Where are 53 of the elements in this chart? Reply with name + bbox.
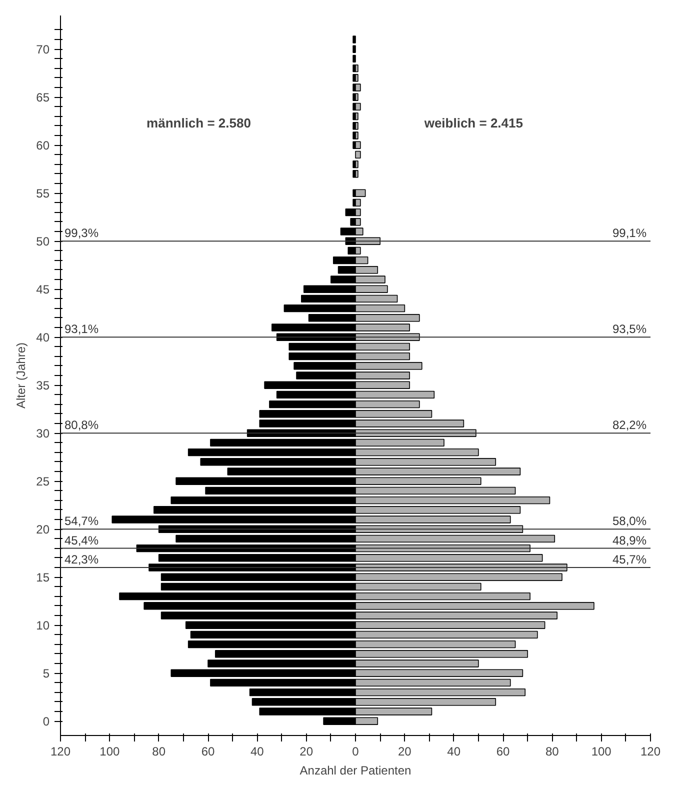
annotation: 82,2% [612, 418, 647, 432]
annotation: 99,1% [612, 226, 647, 240]
annotation: 45,7% [612, 552, 647, 566]
y-tick-label: 60 [36, 138, 50, 153]
bar [355, 102, 361, 111]
y-tick-label: 0 [42, 714, 50, 729]
x-tick-label: 0 [352, 744, 360, 758]
x-tick-label: 60 [496, 744, 510, 758]
x-tick-label: 120 [50, 744, 71, 758]
x-tick-label: 100 [591, 744, 612, 758]
x-tick-label: 20 [300, 744, 314, 758]
annotation: 80,8% [64, 418, 99, 432]
y-tick-label: 35 [36, 378, 50, 393]
annotation: 48,9% [612, 533, 647, 548]
x-axis-title: Anzahl der Patienten [300, 764, 412, 778]
annotation: 42,3% [64, 552, 99, 566]
bar [355, 189, 366, 197]
bar [355, 160, 358, 168]
y-tick-label: 55 [36, 186, 50, 201]
annotation: 54,7% [64, 514, 99, 528]
annotation: männlich = 2.580 [146, 116, 251, 131]
y-tick-label: 15 [36, 570, 50, 585]
x-tick-label: 20 [398, 744, 412, 758]
y-tick-label: 70 [36, 42, 50, 57]
y-tick-label: 40 [36, 330, 50, 345]
y-tick-label: 65 [36, 90, 50, 105]
y-tick-label: 20 [36, 522, 50, 537]
x-tick-label: 40 [250, 744, 264, 758]
y-tick-label: 25 [36, 474, 50, 489]
annotation: 99,3% [64, 226, 99, 240]
annotation: 58,0% [612, 514, 647, 528]
x-tick-label: 60 [201, 744, 215, 758]
bar [355, 150, 361, 159]
x-tick-label: 120 [640, 744, 661, 758]
x-tick-label: 100 [100, 744, 120, 758]
annotation: weiblich = 2.415 [423, 116, 523, 131]
y-tick-label: 10 [36, 618, 50, 633]
x-tick-label: 80 [152, 744, 166, 758]
annotation: 93,5% [612, 322, 647, 336]
bar [355, 64, 358, 72]
x-tick-label: 40 [447, 744, 461, 758]
x-tick-label: 80 [545, 744, 560, 758]
annotation: 45,4% [64, 533, 99, 548]
y-tick-label: 5 [42, 666, 50, 681]
bar [355, 112, 358, 120]
y-tick-label: 30 [36, 426, 50, 441]
bar [355, 198, 361, 207]
y-tick-label: 50 [36, 234, 50, 249]
annotation: 93,1% [64, 322, 99, 336]
y-axis-title: Alter (Jahre) [14, 342, 28, 409]
bar [352, 54, 356, 63]
y-tick-label: 45 [36, 282, 50, 297]
bar [355, 170, 358, 178]
